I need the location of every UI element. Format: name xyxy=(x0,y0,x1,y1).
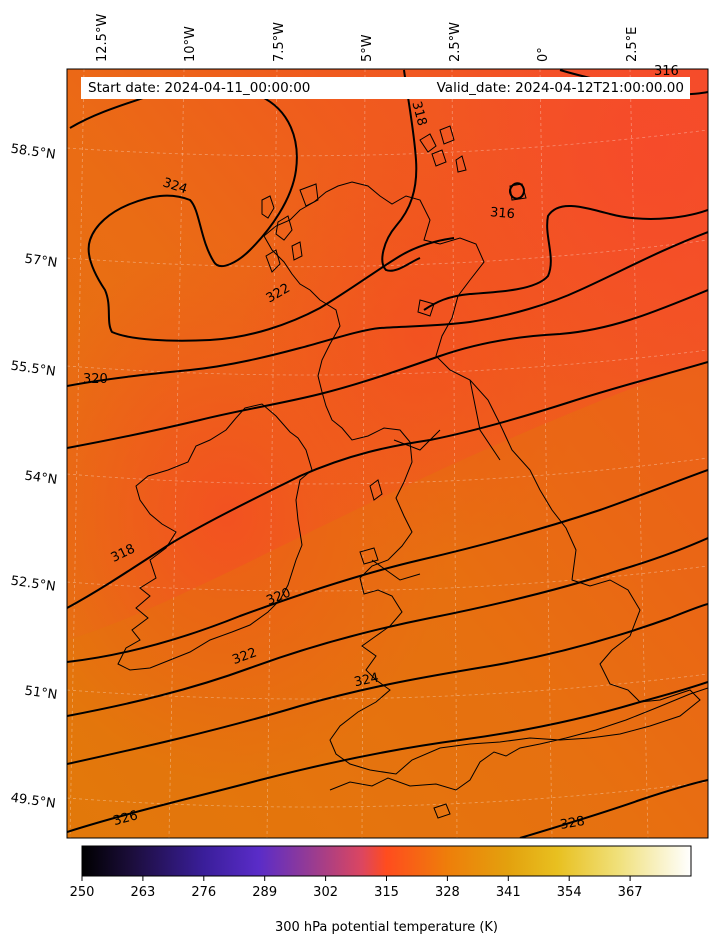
map-frame xyxy=(66,68,709,839)
lon-label-12-5w: 12.5°W xyxy=(95,14,110,62)
britain-coast xyxy=(263,181,701,775)
isle-of-man xyxy=(369,479,383,501)
colorbar-tick-label: 263 xyxy=(130,885,155,900)
valid-date: Valid_date: 2024-04-12T21:00:00.00 xyxy=(436,80,684,96)
lon-label-0: 0° xyxy=(536,47,551,62)
contour-320 xyxy=(67,231,708,387)
lon-label-2-5e: 2.5°E xyxy=(625,27,640,62)
lon-label-5w: 5°W xyxy=(360,34,375,62)
contour-label-316-east: 316 xyxy=(489,205,515,222)
coastlines xyxy=(117,125,708,819)
contour-318-north xyxy=(381,69,421,272)
latitude-labels: 58.5°N 57°N 55.5°N 54°N 52.5°N 51°N 49.5… xyxy=(10,142,58,812)
contour-318-mid xyxy=(67,289,708,449)
contour-326 xyxy=(67,681,708,833)
temperature-field xyxy=(67,69,708,838)
colorbar-tick-label: 328 xyxy=(435,885,460,900)
colorbar-tick-label: 289 xyxy=(252,885,277,900)
france-coast xyxy=(329,687,708,791)
start-date: Start date: 2024-04-11_00:00:00 xyxy=(88,80,311,96)
contour-label-326: 326 xyxy=(112,808,140,829)
internal-borders xyxy=(371,379,501,581)
contour-label-324-north: 324 xyxy=(161,175,189,197)
channel-islands xyxy=(433,803,451,819)
longitude-labels: 12.5°W 10°W 7.5°W 5°W 2.5°W 0° 2.5°E xyxy=(95,14,640,62)
contour-318-south xyxy=(67,361,708,609)
ireland-coast xyxy=(117,403,313,671)
lat-label-58-5n: 58.5°N xyxy=(10,142,57,163)
lon-label-2-5w: 2.5°W xyxy=(448,22,463,62)
lat-label-54n: 54°N xyxy=(24,469,59,488)
contour-316-small xyxy=(509,182,526,200)
orkney-shetland xyxy=(419,125,467,173)
colorbar-tick-label: 354 xyxy=(557,885,582,900)
contour-label-320-west: 320 xyxy=(83,372,108,387)
colorbar-tick-label: 367 xyxy=(618,885,643,900)
lat-label-57n: 57°N xyxy=(24,252,59,271)
contour-label-318-top: 318 xyxy=(408,100,429,128)
contours xyxy=(67,69,708,838)
lat-label-49-5n: 49.5°N xyxy=(10,791,57,812)
contour-328 xyxy=(519,779,708,838)
date-header: Start date: 2024-04-11_00:00:00 Valid_da… xyxy=(81,77,690,99)
contour-label-328: 328 xyxy=(559,814,586,833)
contour-label-324-mid: 324 xyxy=(353,670,380,690)
lat-label-52-5n: 52.5°N xyxy=(10,574,57,595)
hebrides xyxy=(261,183,319,273)
colorbar-tick-label: 250 xyxy=(70,885,95,900)
lon-label-10w: 10°W xyxy=(183,26,198,62)
colorbar-tick-label: 315 xyxy=(374,885,399,900)
lat-label-55-5n: 55.5°N xyxy=(10,359,57,380)
colorbar-tick-label: 276 xyxy=(191,885,216,900)
anglesey xyxy=(359,547,379,565)
contour-320-south xyxy=(67,469,708,663)
graticule xyxy=(67,69,708,838)
contour-322 xyxy=(67,537,708,717)
contour-label-316-top: 316 xyxy=(654,64,679,79)
colorbar-label: 300 hPa potential temperature (K) xyxy=(274,920,498,935)
lat-label-51n: 51°N xyxy=(24,684,59,703)
colorbar-tick-label: 341 xyxy=(496,885,521,900)
colorbar xyxy=(81,845,692,877)
contour-324 xyxy=(67,603,708,765)
colorbar-tick-label: 302 xyxy=(313,885,338,900)
lon-label-7-5w: 7.5°W xyxy=(272,22,287,62)
colorbar-ticks: 250 263 276 289 302 315 328 341 354 367 xyxy=(70,876,643,900)
